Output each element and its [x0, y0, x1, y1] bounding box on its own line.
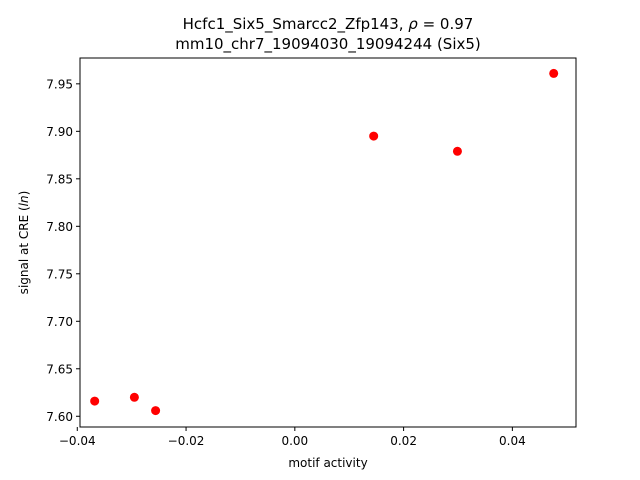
x-tick-label: 0.00 [281, 434, 308, 448]
chart-title-line1: Hcfc1_Six5_Smarcc2_Zfp143, ρ = 0.97 [183, 15, 474, 34]
data-points [90, 68, 559, 416]
x-tick-label: 0.04 [499, 434, 526, 448]
y-axis-label: signal at CRE (ln) [17, 191, 31, 295]
data-point [549, 68, 559, 78]
y-tick-label: 7.65 [46, 362, 73, 376]
plot-frame [79, 57, 577, 428]
y-tick-label: 7.90 [46, 125, 73, 139]
chart-title-line2: mm10_chr7_19094030_19094244 (Six5) [175, 35, 481, 54]
data-point [452, 146, 462, 156]
data-point [369, 131, 379, 141]
y-tick-label: 7.95 [46, 77, 73, 91]
x-tick-label: −0.02 [168, 434, 205, 448]
x-axis-ticks: −0.04 −0.02 0.00 0.02 0.04 [59, 427, 526, 448]
y-tick-label: 7.70 [46, 315, 73, 329]
data-point [90, 396, 100, 406]
data-point [151, 406, 161, 416]
y-tick-label: 7.85 [46, 172, 73, 186]
y-tick-label: 7.60 [46, 410, 73, 424]
x-tick-label: −0.04 [59, 434, 96, 448]
data-point [129, 392, 139, 402]
y-tick-label: 7.80 [46, 220, 73, 234]
y-axis-ticks: 7.60 7.65 7.70 7.75 7.80 7.85 7.90 7.95 [46, 77, 80, 424]
x-axis-label: motif activity [288, 456, 367, 470]
x-tick-label: 0.02 [390, 434, 417, 448]
y-tick-label: 7.75 [46, 267, 73, 281]
